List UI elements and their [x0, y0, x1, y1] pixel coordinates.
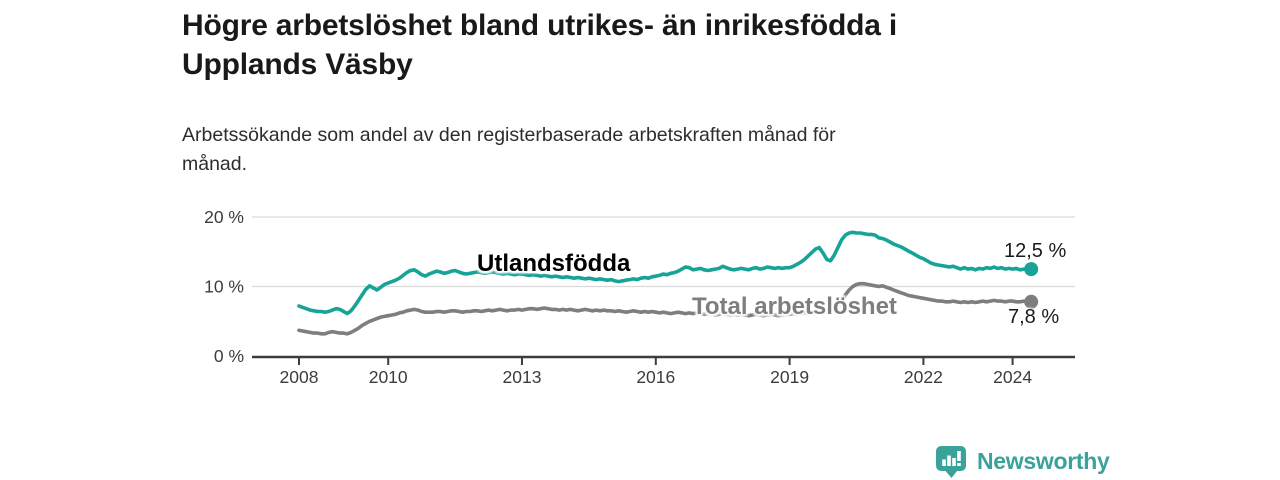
x-axis-label: 2013 — [503, 367, 542, 387]
x-axis-label: 2008 — [280, 367, 319, 387]
chart-subtitle: Arbetssökande som andel av den registerb… — [182, 121, 1082, 179]
x-axis-label: 2024 — [993, 367, 1032, 387]
bar-chart-bubble-icon — [936, 446, 966, 478]
end-value-total: 7,8 % — [1008, 306, 1060, 328]
series-end-dot — [1024, 294, 1039, 309]
y-axis-label: 20 % — [204, 207, 244, 227]
y-axis-label: 10 % — [204, 277, 244, 297]
title-line-1: Högre arbetslöshet bland utrikes- än inr… — [182, 9, 897, 42]
series-line — [297, 230, 1033, 316]
x-axis-label: 2022 — [904, 367, 943, 387]
x-axis-label: 2019 — [770, 367, 809, 387]
series-label-utlandsfodda: Utlandsfödda — [477, 250, 631, 277]
x-axis-label: 2010 — [369, 367, 408, 387]
subtitle-line-2: månad. — [182, 153, 248, 175]
series-line — [297, 281, 1033, 336]
end-value-utlandsfodda: 12,5 % — [1004, 240, 1067, 262]
subtitle-line-1: Arbetssökande som andel av den registerb… — [182, 124, 836, 146]
title-line-2: Upplands Väsby — [182, 48, 413, 81]
brand-name: Newsworthy — [977, 448, 1110, 474]
x-axis-label: 2016 — [636, 367, 675, 387]
page-title: Högre arbetslöshet bland utrikes- än inr… — [182, 6, 1142, 84]
series-label-total-arbetsloshet: Total arbetslöshet — [692, 293, 897, 320]
y-axis-label: 0 % — [214, 346, 244, 366]
brand-logo: Newsworthy — [934, 444, 1110, 479]
series-end-dot — [1024, 262, 1039, 277]
